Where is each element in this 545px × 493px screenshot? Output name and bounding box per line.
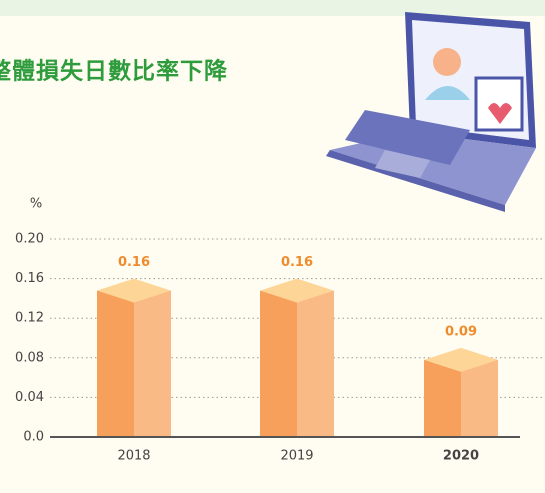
laptop-illustration — [326, 12, 536, 212]
bar-side — [461, 359, 498, 437]
y-tick-label: 0.20 — [15, 232, 44, 247]
value-label: 0.16 — [118, 255, 150, 270]
value-label: 0.09 — [445, 324, 477, 339]
y-tick-label: 0.08 — [15, 350, 44, 365]
y-tick-label: 0.04 — [15, 390, 44, 405]
y-tick-label: 0.12 — [15, 311, 44, 326]
bar — [260, 278, 334, 437]
chart-title: 整體損失日數比率下降 — [0, 58, 228, 85]
x-tick-label: 2019 — [280, 449, 313, 464]
bar-front — [424, 359, 461, 437]
bar-side — [134, 290, 171, 437]
x-tick-label: 2020 — [443, 449, 479, 464]
bar — [424, 347, 498, 437]
bar-front — [97, 290, 134, 437]
bar-top — [424, 347, 498, 372]
bar-front — [260, 290, 297, 437]
bar-side — [297, 290, 334, 437]
top-band — [0, 0, 545, 16]
bar-top — [97, 278, 171, 303]
y-axis-label: % — [30, 197, 42, 212]
bar — [97, 278, 171, 437]
y-tick-label: 0.16 — [15, 271, 44, 286]
y-tick-label: 0.0 — [23, 430, 44, 445]
x-tick-label: 2018 — [117, 449, 150, 464]
value-label: 0.16 — [281, 255, 313, 270]
bar-top — [260, 278, 334, 303]
